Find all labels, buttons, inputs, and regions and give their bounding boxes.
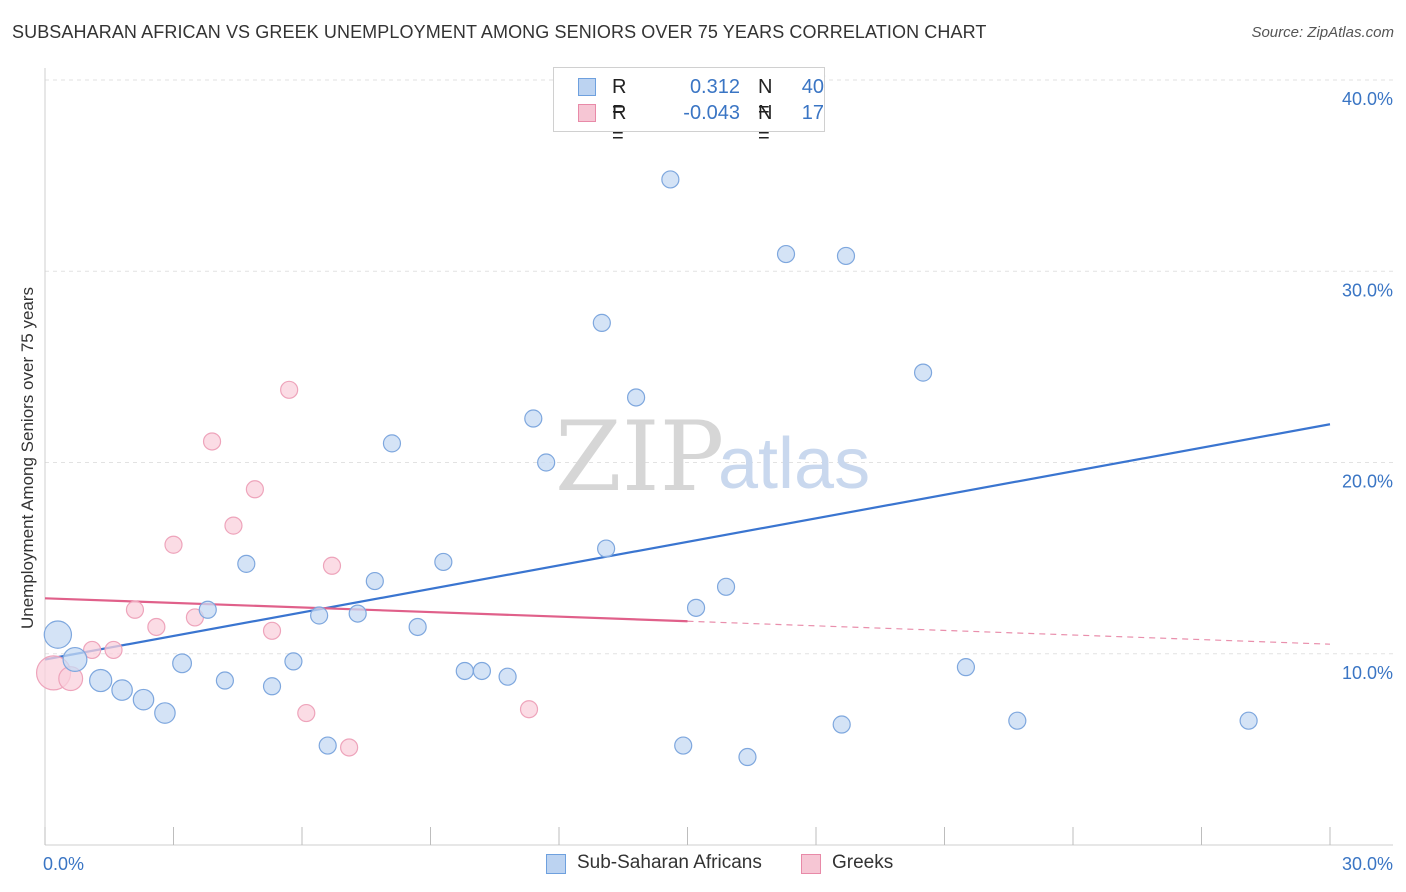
data-point-subsaharan — [455, 661, 474, 681]
chart-title: SUBSAHARAN AFRICAN VS GREEK UNEMPLOYMENT… — [12, 22, 987, 42]
data-point-greeks — [280, 380, 299, 399]
data-point-greeks — [519, 700, 539, 719]
data-point-subsaharan — [913, 363, 933, 382]
legend-swatch-subsaharan — [578, 78, 596, 96]
watermark-atlas: atlas — [718, 424, 870, 504]
y-tick-label: 20.0% — [1342, 472, 1393, 492]
data-point-subsaharan — [537, 453, 556, 472]
data-point-subsaharan — [674, 736, 693, 755]
bottom-legend-swatch-subsaharan — [546, 854, 566, 874]
data-point-subsaharan — [661, 170, 680, 189]
point-layer — [35, 67, 1258, 767]
data-point-subsaharan — [832, 715, 851, 734]
data-point-greeks — [104, 640, 123, 660]
axis-layer — [44, 68, 1393, 846]
trend-layer — [44, 423, 1331, 661]
legend-r-value: -0.043 — [683, 102, 740, 124]
legend-swatch-greeks — [578, 104, 596, 122]
legend-r-label: R = — [612, 76, 627, 121]
data-point-subsaharan — [686, 598, 706, 617]
legend-r-value: 0.312 — [689, 76, 740, 98]
data-point-subsaharan — [1239, 711, 1258, 730]
y-tick-label: 30.0% — [1342, 280, 1393, 300]
y-tick-label: 10.0% — [1342, 663, 1393, 683]
trend-line-subsaharan — [44, 423, 1331, 661]
data-point-subsaharan — [434, 552, 453, 572]
data-point-subsaharan — [198, 600, 217, 619]
legend-n-value: 17 — [801, 102, 824, 124]
data-point-subsaharan — [472, 661, 491, 681]
watermark-zip: ZIP — [555, 401, 724, 513]
data-point-subsaharan — [956, 658, 976, 677]
data-point-greeks — [125, 600, 145, 619]
trend-line-extension-greeks — [687, 620, 1331, 645]
data-point-greeks — [224, 516, 243, 535]
x-tick-label: 30.0% — [1342, 854, 1393, 874]
data-point-subsaharan — [262, 677, 282, 696]
data-point-subsaharan — [172, 653, 193, 674]
data-point-subsaharan — [776, 244, 796, 264]
data-point-subsaharan — [597, 539, 616, 558]
data-point-subsaharan — [592, 313, 611, 332]
data-point-subsaharan — [348, 604, 367, 623]
data-point-subsaharan — [310, 606, 329, 625]
data-point-subsaharan — [215, 671, 234, 690]
data-point-subsaharan — [43, 620, 73, 649]
data-point-subsaharan — [111, 679, 133, 701]
x-tick-label: 0.0% — [43, 854, 84, 874]
data-point-greeks — [202, 432, 222, 451]
data-point-subsaharan — [716, 577, 736, 596]
label-layer: 10.0% 20.0% 30.0% 40.0% 0.0% 30.0% — [43, 89, 1393, 874]
data-point-subsaharan — [626, 388, 646, 407]
data-point-subsaharan — [154, 702, 176, 724]
legend-n-value: 40 — [801, 76, 824, 98]
data-point-greeks — [340, 738, 359, 757]
data-point-subsaharan — [408, 617, 427, 637]
data-point-subsaharan — [62, 646, 88, 672]
data-point-subsaharan — [89, 668, 113, 693]
y-axis-label: Unemployment Among Seniors over 75 years — [18, 287, 37, 629]
data-point-greeks — [262, 621, 282, 640]
data-point-subsaharan — [365, 571, 384, 591]
data-point-greeks — [297, 703, 316, 723]
data-point-subsaharan — [318, 736, 337, 755]
legend-n-label: N = — [758, 76, 773, 121]
data-point-subsaharan — [1008, 711, 1027, 730]
watermark: ZIP atlas — [555, 401, 870, 513]
data-point-subsaharan — [498, 667, 517, 686]
source-label: Source: ZipAtlas.com — [1251, 24, 1394, 41]
bottom-legend-swatch-greeks — [801, 854, 821, 874]
data-point-greeks — [322, 556, 342, 575]
data-point-greeks — [147, 617, 166, 637]
data-point-greeks — [245, 480, 264, 499]
correlation-legend: R = 0.312 N = 40 R = -0.043 N = 17 — [553, 67, 825, 147]
data-point-subsaharan — [738, 747, 757, 767]
data-point-subsaharan — [836, 246, 856, 266]
data-point-subsaharan — [524, 409, 543, 428]
bottom-legend-label-greeks: Greeks — [832, 852, 894, 873]
data-point-greeks — [164, 535, 183, 554]
data-point-subsaharan — [132, 688, 155, 711]
data-point-subsaharan — [382, 434, 402, 453]
bottom-legend-label-subsaharan: Sub-Saharan Africans — [577, 852, 762, 873]
data-point-subsaharan — [237, 554, 256, 573]
data-point-greeks — [83, 640, 102, 660]
data-point-subsaharan — [284, 652, 303, 671]
legend-r-label: R = — [612, 102, 627, 147]
trend-line-greeks — [44, 597, 688, 623]
y-tick-label: 40.0% — [1342, 89, 1393, 109]
legend-n-label: N = — [758, 102, 773, 147]
